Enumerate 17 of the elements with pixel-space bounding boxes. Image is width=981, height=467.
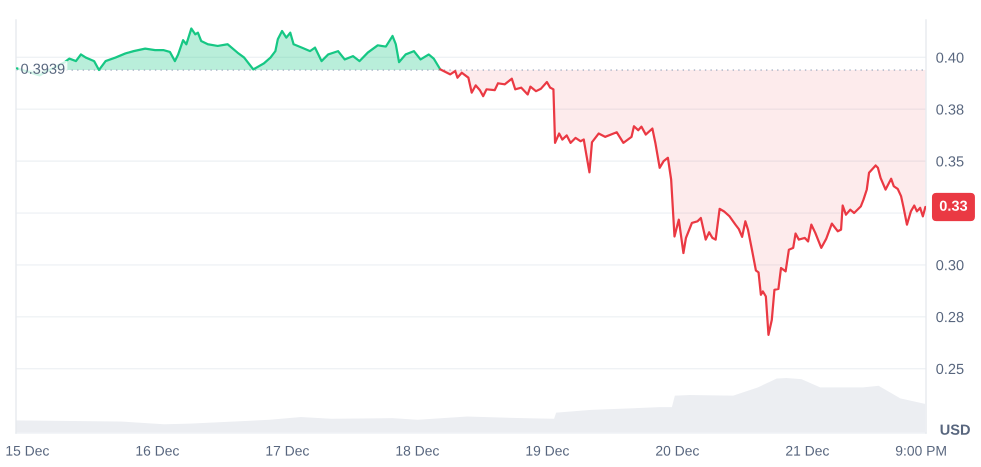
ref-line-label: 0.3939 bbox=[21, 64, 64, 74]
y-tick-label: 0.40 bbox=[936, 52, 964, 63]
x-tick-label: 9:00 PM bbox=[896, 446, 946, 456]
y-tick-label: 0.35 bbox=[936, 156, 964, 167]
annotation: 0.33 bbox=[940, 200, 968, 211]
x-tick-label: 16 Dec bbox=[136, 446, 180, 456]
x-tick-label: 15 Dec bbox=[6, 446, 50, 456]
y-tick-label: 0.25 bbox=[936, 364, 964, 374]
y-tick-label: 0.30 bbox=[936, 260, 964, 270]
x-tick-label: 20 Dec bbox=[656, 446, 700, 456]
x-tick-label: 18 Dec bbox=[396, 446, 440, 456]
y-tick-label: 0.38 bbox=[936, 104, 964, 115]
y-tick-label: 0.28 bbox=[936, 312, 964, 322]
y-axis-title: USD bbox=[940, 424, 970, 435]
x-tick-label: 21 Dec bbox=[786, 446, 830, 456]
x-tick-label: 19 Dec bbox=[526, 446, 570, 456]
x-tick-label: 17 Dec bbox=[266, 446, 310, 456]
